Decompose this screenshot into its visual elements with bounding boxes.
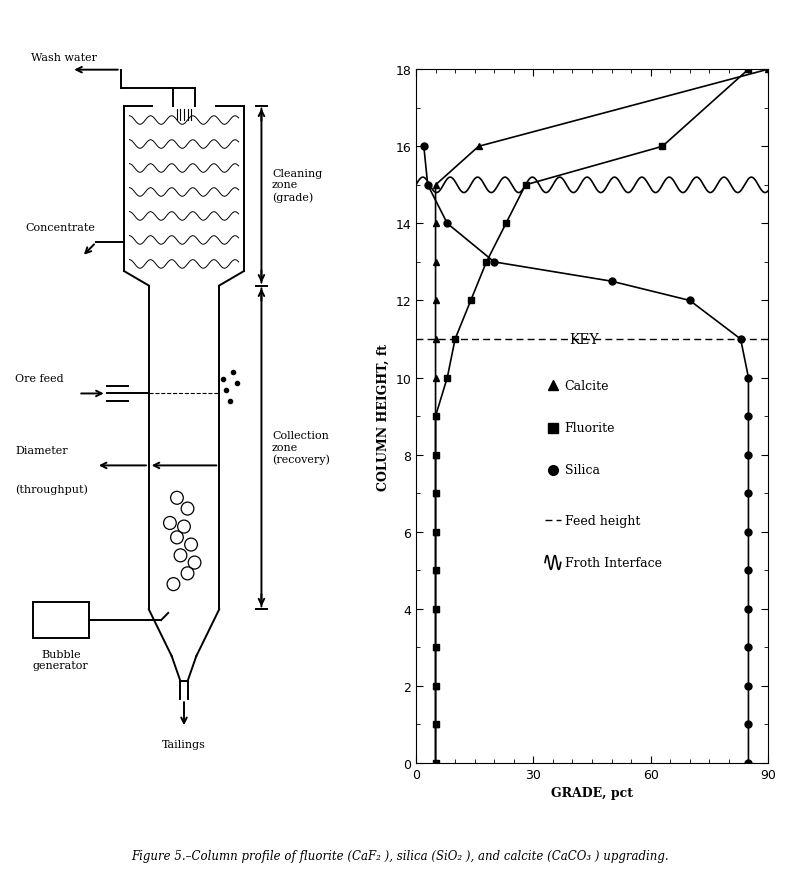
Text: Wash water: Wash water bbox=[31, 53, 98, 63]
Y-axis label: COLUMN HEIGHT, ft: COLUMN HEIGHT, ft bbox=[377, 343, 390, 490]
Text: Silica: Silica bbox=[565, 464, 600, 477]
Text: Cleaning
zone
(grade): Cleaning zone (grade) bbox=[272, 168, 322, 203]
Text: Froth Interface: Froth Interface bbox=[565, 556, 662, 569]
Text: Feed height: Feed height bbox=[565, 514, 640, 527]
Text: Ore feed: Ore feed bbox=[15, 374, 64, 383]
Text: Fluorite: Fluorite bbox=[565, 422, 615, 435]
X-axis label: GRADE, pct: GRADE, pct bbox=[551, 787, 633, 799]
Text: (throughput): (throughput) bbox=[15, 484, 88, 495]
Text: Diameter: Diameter bbox=[15, 446, 68, 455]
Text: KEY: KEY bbox=[570, 332, 599, 346]
Text: Bubble
generator: Bubble generator bbox=[33, 649, 89, 671]
Text: Tailings: Tailings bbox=[162, 739, 206, 749]
Text: Concentrate: Concentrate bbox=[26, 222, 96, 232]
Text: Calcite: Calcite bbox=[565, 379, 609, 392]
Text: Collection
zone
(recovery): Collection zone (recovery) bbox=[272, 431, 330, 465]
Text: Figure 5.–Column profile of fluorite (CaF₂ ), silica (SiO₂ ), and calcite (CaCO₃: Figure 5.–Column profile of fluorite (Ca… bbox=[131, 849, 669, 861]
Bar bbox=[33, 602, 89, 638]
